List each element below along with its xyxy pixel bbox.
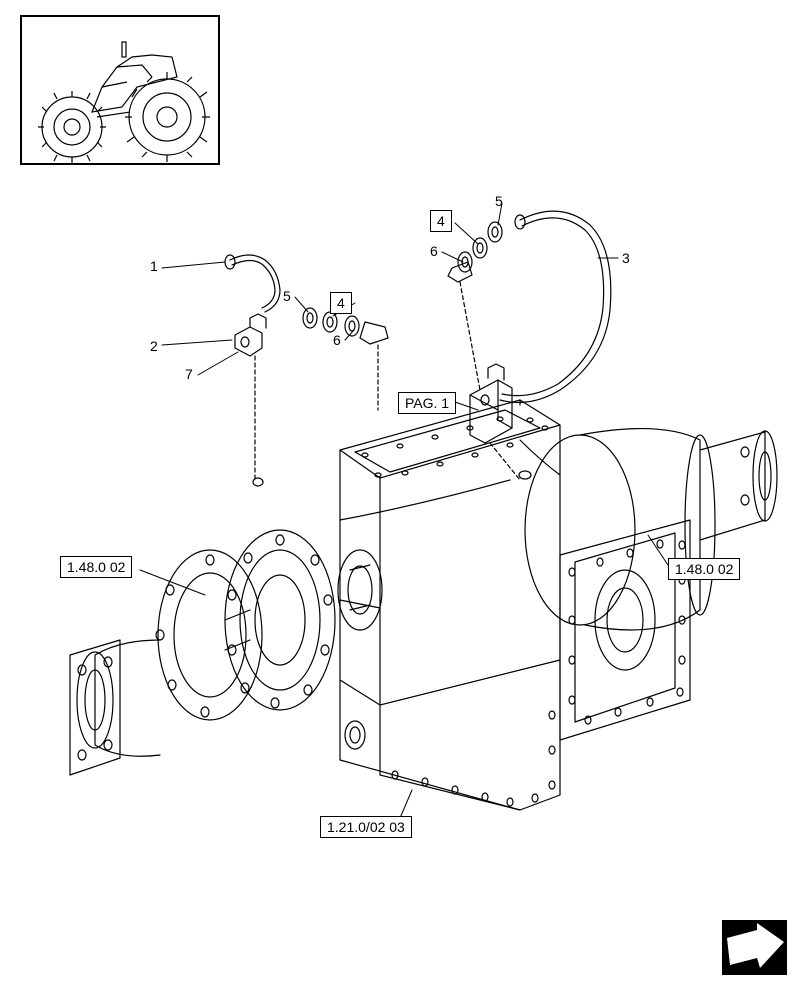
callout-4-left: 4 xyxy=(330,292,352,314)
callout-5-top: 5 xyxy=(495,193,503,209)
ref-1-21-0: 1.21.0/02 03 xyxy=(320,816,412,838)
callout-2: 2 xyxy=(150,338,158,354)
callout-6-top: 6 xyxy=(430,243,438,259)
ref-pag1: PAG. 1 xyxy=(398,392,456,414)
tractor-reference-box xyxy=(20,15,220,165)
callout-6-left: 6 xyxy=(333,332,341,348)
callout-7: 7 xyxy=(185,366,193,382)
ref-1-48-0-right: 1.48.0 02 xyxy=(668,558,740,580)
callout-3: 3 xyxy=(622,250,630,266)
callout-1: 1 xyxy=(150,258,158,274)
callout-5-left: 5 xyxy=(283,288,291,304)
callout-4-top: 4 xyxy=(430,210,452,232)
tractor-icon xyxy=(22,17,222,167)
next-page-arrow-icon[interactable] xyxy=(722,920,787,975)
ref-1-48-0-left: 1.48.0 02 xyxy=(60,556,132,578)
